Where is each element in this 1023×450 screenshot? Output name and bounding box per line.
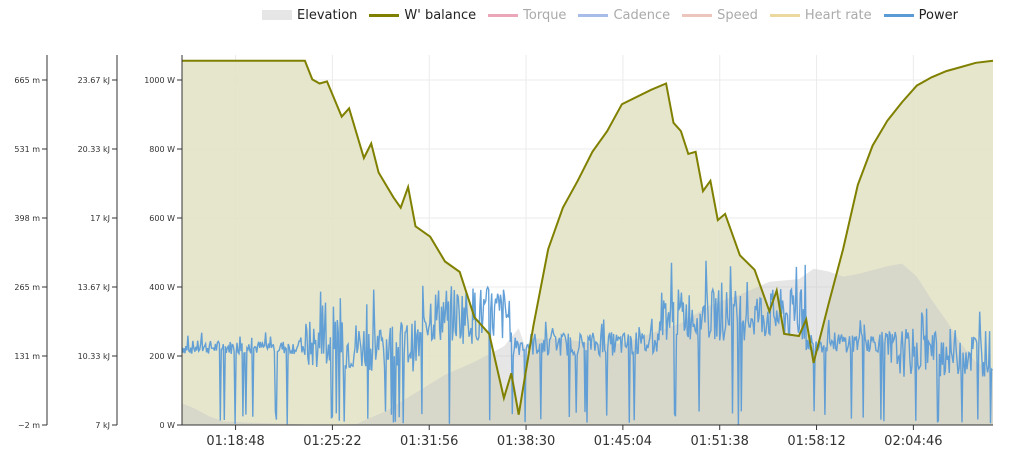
axis-tick-label: 265 m [14, 283, 40, 292]
axis-tick-label: 23.67 kJ [78, 76, 110, 85]
legend-item-elevation[interactable]: Elevation [262, 8, 357, 23]
legend-label: W' balance [404, 7, 477, 23]
x-axis-tick-label: 01:25:22 [303, 434, 361, 449]
wbal-area [182, 60, 993, 426]
legend-label: Power [918, 7, 958, 23]
legend-swatch [578, 13, 609, 17]
axis-tick-label: 13.67 kJ [78, 283, 110, 292]
legend-swatch [682, 13, 713, 17]
legend-label: Cadence [613, 7, 671, 23]
legend-label: Speed [717, 7, 758, 23]
wbal-line [182, 59, 994, 415]
x-axis-tick-label: 01:58:12 [787, 434, 845, 449]
legend-item-power[interactable]: Power [883, 7, 958, 23]
axis-tick-label: −2 m [18, 421, 40, 430]
legend-item-wbal[interactable]: W' balance [369, 8, 476, 23]
axis-tick-label: 398 m [14, 214, 40, 223]
legend-item-heart[interactable]: Heart rate [769, 7, 872, 23]
legend-item-cadence[interactable]: Cadence [578, 8, 670, 23]
legend-item-torque[interactable]: Torque [488, 8, 566, 23]
legend-item-speed[interactable]: Speed [682, 8, 758, 23]
axis-tick-label: 20.33 kJ [78, 145, 110, 154]
legend-label: Heart rate [804, 7, 872, 23]
power-line [181, 260, 994, 425]
axis-tick-label: 200 W [149, 352, 175, 361]
axis-tick-label: 800 W [149, 145, 175, 154]
x-axis-tick-label: 02:04:46 [884, 434, 942, 449]
x-axis-tick-label: 01:51:38 [691, 434, 749, 449]
axis-tick-label: 7 kJ [95, 421, 110, 430]
axis-tick-label: 1000 W [144, 76, 175, 85]
axis-tick-label: 131 m [14, 352, 40, 361]
axis-tick-label: 0 W [159, 421, 175, 430]
x-axis-tick-label: 01:31:56 [400, 434, 458, 449]
x-axis-tick-label: 01:38:30 [497, 434, 555, 449]
legend-swatch [883, 13, 914, 17]
axis-tick-label: 600 W [149, 214, 175, 223]
axis-tick-label: 17 kJ [90, 214, 110, 223]
legend-swatch [769, 13, 800, 17]
legend-label: Torque [523, 7, 567, 23]
x-axis-tick-label: 01:45:04 [594, 434, 652, 449]
axis-tick-label: 400 W [149, 283, 175, 292]
legend-swatch [262, 10, 292, 20]
axis-tick-label: 665 m [14, 76, 40, 85]
axis-tick-label: 531 m [14, 145, 40, 154]
chart-legend: Elevation W' balance Torque Cadence Speed Hea… [262, 5, 970, 25]
axis-tick-label: 10.33 kJ [78, 352, 110, 361]
legend-swatch [488, 13, 519, 17]
legend-label: Elevation [297, 7, 358, 23]
x-axis-tick-label: 01:18:48 [206, 434, 264, 449]
legend-swatch [369, 13, 400, 17]
